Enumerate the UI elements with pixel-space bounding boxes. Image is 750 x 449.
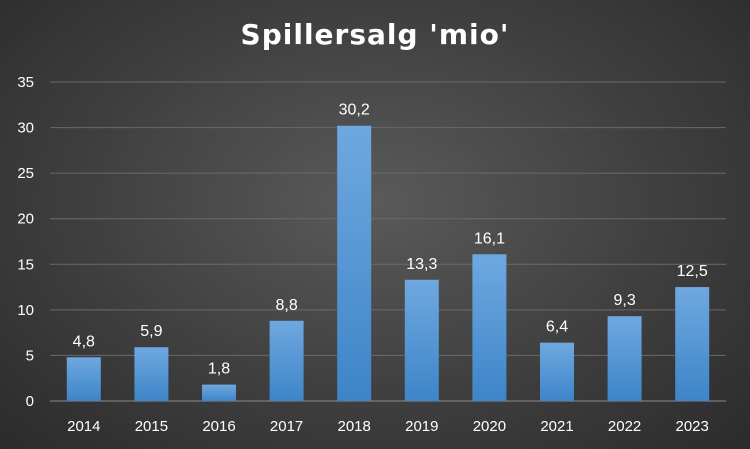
y-tick-label: 35 (17, 74, 34, 91)
bars (66, 125, 710, 402)
bar-2021 (540, 342, 574, 401)
x-tick-label-2021: 2021 (540, 418, 573, 435)
data-label-2015: 5,9 (140, 323, 162, 340)
y-tick-label: 5 (26, 347, 34, 364)
x-tick-label-2014: 2014 (67, 418, 100, 435)
x-tick-label-2022: 2022 (608, 418, 641, 435)
y-tick-label: 0 (26, 393, 34, 410)
x-tick-label-2017: 2017 (270, 418, 303, 435)
x-tick-label-2020: 2020 (473, 418, 506, 435)
y-tick-label: 15 (17, 256, 34, 273)
data-label-2018: 30,2 (339, 102, 370, 119)
data-label-2023: 12,5 (677, 263, 708, 280)
bar-2015 (134, 347, 169, 401)
chart-title: Spillersalg 'mio' (240, 18, 510, 51)
data-label-2021: 6,4 (546, 319, 568, 336)
bar-2014 (66, 357, 101, 401)
bar-2023 (675, 287, 710, 401)
data-label-2014: 4,8 (73, 333, 95, 350)
bar-2017 (269, 320, 304, 401)
x-tick-label-2019: 2019 (405, 418, 438, 435)
data-label-2022: 9,3 (613, 292, 635, 309)
data-labels: 4,8 5,9 1,8 8,8 30,2 13,3 16,1 6,4 9,3 12,5 (73, 102, 708, 378)
data-label-2016: 1,8 (208, 361, 230, 378)
data-label-2020: 16,1 (474, 230, 505, 247)
data-label-2017: 8,8 (275, 297, 297, 314)
y-tick-label: 20 (17, 211, 34, 228)
bar-2018 (337, 125, 372, 402)
data-label-2019: 13,3 (406, 256, 437, 273)
x-tick-label-2015: 2015 (135, 418, 168, 435)
y-tick-label: 25 (17, 165, 34, 182)
y-axis-tick-labels: 0 5 10 15 20 25 30 35 (17, 74, 34, 410)
bar-2020 (472, 254, 507, 401)
x-tick-label-2023: 2023 (676, 418, 709, 435)
bar-2019 (404, 279, 439, 401)
y-tick-label: 10 (17, 302, 34, 319)
x-tick-label-2018: 2018 (338, 418, 371, 435)
y-tick-label: 30 (17, 120, 34, 137)
bar-2022 (607, 316, 642, 401)
bar-2016 (202, 384, 236, 401)
x-axis-tick-labels: 2014 2015 2016 2017 2018 2019 2020 2021 2022 2023 (67, 418, 709, 435)
x-tick-label-2016: 2016 (202, 418, 235, 435)
